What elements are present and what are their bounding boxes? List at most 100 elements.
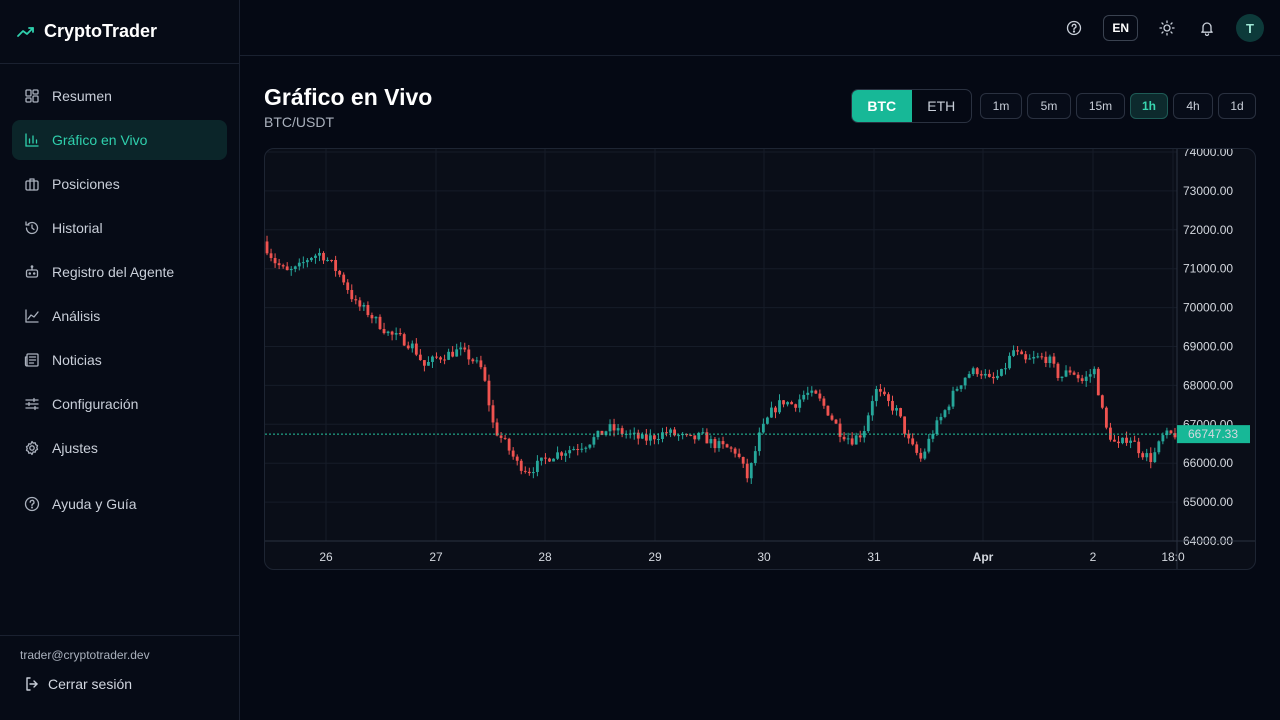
x-tick-label: 18:0 xyxy=(1161,550,1185,564)
candle-body xyxy=(285,266,289,271)
sidebar-item-help[interactable]: Ayuda y Guía xyxy=(12,484,227,524)
timeframe-15m-button[interactable]: 15m xyxy=(1076,93,1125,119)
chart-svg[interactable]: 74000.00 73000.00 72000.00 71000.00 70000.00… xyxy=(265,149,1256,570)
logout-button[interactable]: Cerrar sesión xyxy=(24,676,219,692)
candle-body xyxy=(1080,378,1084,382)
candle-body xyxy=(1100,395,1104,408)
timeframe-5m-button[interactable]: 5m xyxy=(1027,93,1071,119)
timeframe-4h-button[interactable]: 4h xyxy=(1173,93,1213,119)
pair-label: BTC/USDT xyxy=(264,114,334,130)
sidebar-item-dashboard[interactable]: Resumen xyxy=(12,76,227,116)
candle-body xyxy=(693,435,697,440)
timeframe-1h-button[interactable]: 1h xyxy=(1130,93,1168,119)
candle-body xyxy=(354,299,358,301)
candle-body xyxy=(382,329,386,334)
bell-icon[interactable] xyxy=(1196,17,1218,39)
candle-body xyxy=(1125,437,1128,443)
timeframe-1d-button[interactable]: 1d xyxy=(1218,93,1256,119)
sidebar-item-label: Registro del Agente xyxy=(52,264,175,280)
candle-body xyxy=(657,438,660,440)
bot-icon xyxy=(24,264,40,280)
candle-body xyxy=(334,260,338,271)
brand-name: CryptoTrader xyxy=(44,21,158,41)
candle-body xyxy=(342,274,346,283)
sidebar-item-briefcase[interactable]: Posiciones xyxy=(12,164,227,204)
candle-body xyxy=(778,400,781,413)
candle-body xyxy=(677,435,681,437)
sidebar-item-label: Noticias xyxy=(52,352,102,368)
candle-body xyxy=(301,262,305,264)
candle-body xyxy=(866,415,870,432)
candle-body xyxy=(774,407,777,413)
sidebar-item-bot[interactable]: Registro del Agente xyxy=(12,252,227,292)
candle-body xyxy=(527,471,531,474)
asset-eth-button[interactable]: ETH xyxy=(927,98,956,114)
candle-body xyxy=(519,460,523,471)
candle-body xyxy=(1060,376,1064,379)
candle-body xyxy=(406,345,410,349)
candle-body xyxy=(386,331,390,334)
asset-btc-button[interactable]: BTC xyxy=(852,90,912,122)
candle-body xyxy=(1088,374,1092,377)
sidebar-item-bar-chart[interactable]: Gráfico en Vivo xyxy=(12,120,227,160)
candle-body xyxy=(281,265,285,267)
sidebar-item-sliders[interactable]: Configuración xyxy=(12,384,227,424)
candle-body xyxy=(963,377,967,386)
candle-body xyxy=(1064,370,1068,377)
avatar[interactable]: T xyxy=(1236,14,1264,42)
candle-body xyxy=(1012,350,1015,356)
candle-body xyxy=(1056,363,1060,379)
brand[interactable]: CryptoTrader xyxy=(0,0,239,64)
timeframe-1m-button[interactable]: 1m xyxy=(980,93,1022,119)
candle-body xyxy=(560,452,564,456)
candle-body xyxy=(483,367,487,381)
candle-body xyxy=(757,432,761,452)
sidebar-item-label: Historial xyxy=(52,220,103,236)
language-button[interactable]: EN xyxy=(1103,15,1138,41)
sidebar-footer: trader@cryptotrader.dev Cerrar sesión xyxy=(0,635,239,720)
candle-body xyxy=(289,268,293,271)
candle-body xyxy=(414,343,418,355)
candle-body xyxy=(943,410,947,417)
candle-body xyxy=(427,361,430,366)
candle-body xyxy=(632,432,636,434)
candle-body xyxy=(600,430,604,436)
candle-body xyxy=(1008,355,1011,369)
candle-body xyxy=(1173,433,1177,438)
candle-body xyxy=(842,436,846,440)
candle-body xyxy=(422,360,426,366)
candle-body xyxy=(939,416,943,421)
candle-body xyxy=(935,420,939,435)
candle-body xyxy=(874,389,878,402)
candle-body xyxy=(318,252,321,256)
candle-body xyxy=(850,438,854,445)
candle-body xyxy=(1149,453,1153,463)
candle-body xyxy=(697,432,701,440)
candle-body xyxy=(802,394,806,400)
sidebar-item-label: Posiciones xyxy=(52,176,120,192)
candle-body xyxy=(475,360,479,362)
candle-body xyxy=(1072,372,1076,375)
candle-body xyxy=(394,333,398,335)
candle-body xyxy=(899,408,902,417)
trending-up-icon xyxy=(16,22,36,42)
candle-body xyxy=(511,450,515,457)
candle-body xyxy=(322,252,325,261)
sidebar-item-newspaper[interactable]: Noticias xyxy=(12,340,227,380)
y-tick-label: 66000.00 xyxy=(1183,456,1233,470)
sun-icon[interactable] xyxy=(1156,17,1178,39)
candle-body xyxy=(398,333,402,335)
sidebar-item-gear[interactable]: Ajustes xyxy=(12,428,227,468)
candle-body xyxy=(346,282,350,291)
candle-body xyxy=(548,458,551,462)
help-icon[interactable] xyxy=(1063,17,1085,39)
candle-body xyxy=(1036,356,1040,358)
sidebar-item-history[interactable]: Historial xyxy=(12,208,227,248)
candle-body xyxy=(761,423,765,433)
candle-body xyxy=(491,405,495,423)
candle-body xyxy=(887,394,890,401)
price-chart[interactable]: 74000.00 73000.00 72000.00 71000.00 70000.00… xyxy=(264,148,1256,570)
sidebar-item-line-chart[interactable]: Análisis xyxy=(12,296,227,336)
last-price-label: 66747.33 xyxy=(1188,427,1238,441)
candle-body xyxy=(451,351,455,357)
